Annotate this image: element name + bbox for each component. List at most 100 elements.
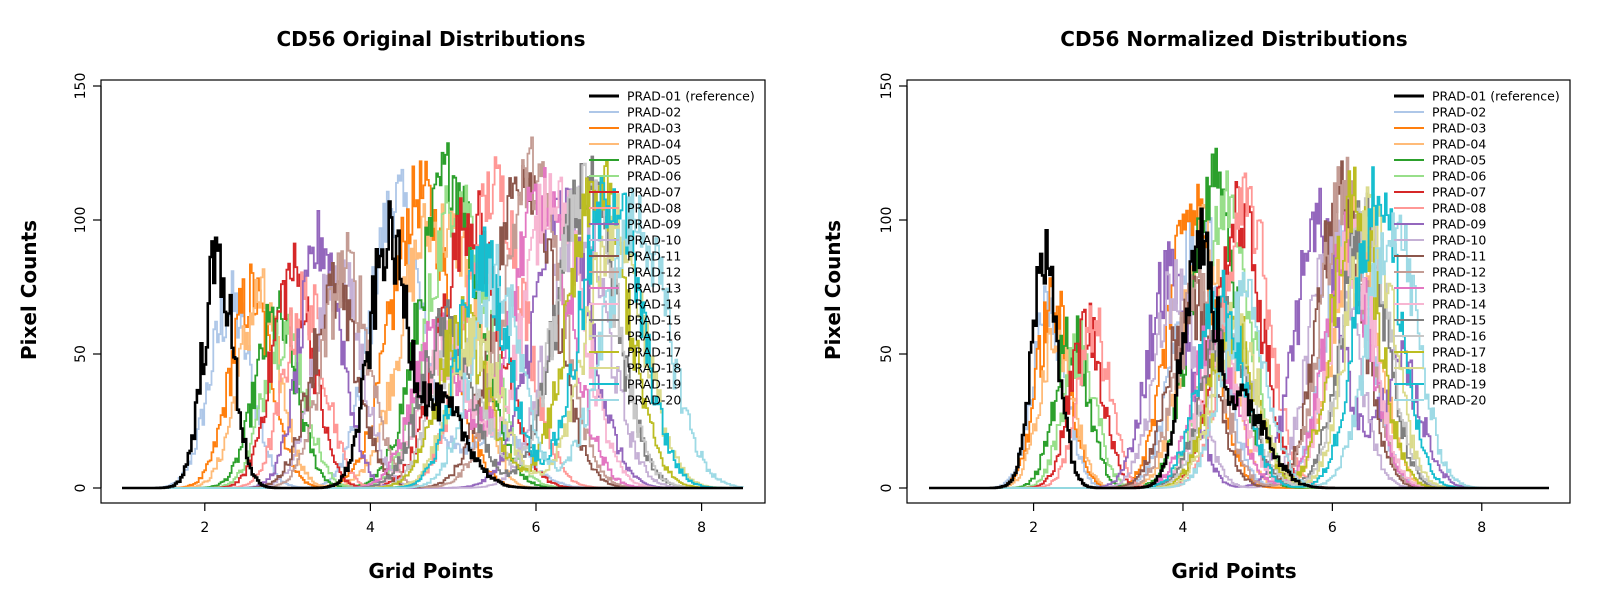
- legend-item-prad-02: PRAD-02: [589, 105, 681, 120]
- x-tick-label: 2: [200, 520, 209, 536]
- legend-label: PRAD-13: [1432, 281, 1486, 296]
- legend-label: PRAD-16: [627, 329, 681, 344]
- legend-label: PRAD-20: [627, 393, 681, 408]
- legend-item-prad-07: PRAD-07: [589, 185, 681, 200]
- x-tick-label: 8: [697, 520, 706, 536]
- x-tick-label: 6: [1328, 520, 1337, 536]
- legend-item-prad-06: PRAD-06: [1394, 169, 1486, 184]
- legend-label: PRAD-08: [627, 201, 681, 216]
- legend-item-prad-05: PRAD-05: [1394, 153, 1486, 168]
- legend-label: PRAD-11: [627, 249, 681, 264]
- legend-label: PRAD-12: [1432, 265, 1486, 280]
- legend-label: PRAD-07: [1432, 185, 1486, 200]
- y-axis-label: Pixel Counts: [17, 220, 41, 360]
- legend-item-prad-16: PRAD-16: [1394, 329, 1486, 344]
- x-axis: 2 4 6 8: [1029, 502, 1486, 536]
- legend-item-prad-10: PRAD-10: [1394, 233, 1486, 248]
- legend-label: PRAD-04: [627, 137, 681, 152]
- legend-label: PRAD-01 (reference): [1432, 89, 1560, 104]
- legend-item-prad-14: PRAD-14: [1394, 297, 1486, 312]
- legend-item-prad-15: PRAD-15: [589, 313, 681, 328]
- legend-label: PRAD-02: [627, 105, 681, 120]
- original-distributions-panel: CD56 Original Distributions Grid Points …: [17, 27, 766, 583]
- legend-label: PRAD-01 (reference): [627, 89, 755, 104]
- x-tick-label: 4: [366, 520, 375, 536]
- legend-label: PRAD-09: [627, 217, 681, 232]
- legend-item-prad-12: PRAD-12: [589, 265, 681, 280]
- legend-label: PRAD-05: [1432, 153, 1486, 168]
- legend-label: PRAD-10: [627, 233, 681, 248]
- legend-label: PRAD-06: [1432, 169, 1486, 184]
- series-lines: [122, 136, 744, 490]
- legend-item-prad-19: PRAD-19: [1394, 377, 1486, 392]
- legend-item-prad-18: PRAD-18: [1394, 361, 1486, 376]
- legend-item-prad-17: PRAD-17: [1394, 345, 1486, 360]
- series-line-prad-01-reference: [122, 200, 743, 490]
- legend-item-prad-06: PRAD-06: [589, 169, 681, 184]
- chart-title: CD56 Normalized Distributions: [1060, 27, 1407, 51]
- legend-label: PRAD-19: [1432, 377, 1486, 392]
- x-tick-label: 6: [532, 520, 541, 536]
- normalized-distributions-panel: CD56 Normalized Distributions Grid Point…: [821, 27, 1571, 583]
- legend-item-prad-10: PRAD-10: [589, 233, 681, 248]
- legend-label: PRAD-19: [627, 377, 681, 392]
- x-tick-label: 8: [1477, 520, 1486, 536]
- legend-item-prad-05: PRAD-05: [589, 153, 681, 168]
- legend-label: PRAD-14: [627, 297, 681, 312]
- legend-item-prad-09: PRAD-09: [589, 217, 681, 232]
- x-axis-label: Grid Points: [368, 559, 493, 583]
- legend-label: PRAD-17: [627, 345, 681, 360]
- legend-label: PRAD-17: [1432, 345, 1486, 360]
- legend-label: PRAD-03: [1432, 121, 1486, 136]
- legend-label: PRAD-06: [627, 169, 681, 184]
- y-tick-label: 50: [73, 345, 89, 363]
- legend-label: PRAD-16: [1432, 329, 1486, 344]
- chart-title: CD56 Original Distributions: [276, 27, 585, 51]
- x-tick-label: 4: [1179, 520, 1188, 536]
- y-tick-label: 50: [879, 345, 895, 363]
- legend-item-prad-11: PRAD-11: [589, 249, 681, 264]
- legend-label: PRAD-07: [627, 185, 681, 200]
- legend-item-prad-20: PRAD-20: [1394, 393, 1486, 408]
- y-tick-label: 0: [73, 484, 89, 493]
- legend-item-prad-12: PRAD-12: [1394, 265, 1486, 280]
- legend-label: PRAD-15: [627, 313, 681, 328]
- legend-label: PRAD-14: [1432, 297, 1486, 312]
- legend-label: PRAD-10: [1432, 233, 1486, 248]
- legend-label: PRAD-12: [627, 265, 681, 280]
- legend-item-prad-01-reference: PRAD-01 (reference): [1394, 89, 1560, 104]
- legend-label: PRAD-08: [1432, 201, 1486, 216]
- y-tick-label: 150: [879, 73, 895, 100]
- legend-item-prad-02: PRAD-02: [1394, 105, 1486, 120]
- y-tick-label: 100: [879, 207, 895, 234]
- legend: PRAD-01 (reference)PRAD-02PRAD-03PRAD-04…: [1394, 89, 1560, 408]
- legend-item-prad-04: PRAD-04: [1394, 137, 1486, 152]
- legend-item-prad-13: PRAD-13: [1394, 281, 1486, 296]
- legend-item-prad-18: PRAD-18: [589, 361, 681, 376]
- y-axis: 0 50 100 150: [73, 73, 102, 493]
- y-axis-label: Pixel Counts: [821, 220, 845, 360]
- legend-item-prad-17: PRAD-17: [589, 345, 681, 360]
- legend-label: PRAD-15: [1432, 313, 1486, 328]
- y-tick-label: 0: [879, 484, 895, 493]
- legend-item-prad-13: PRAD-13: [589, 281, 681, 296]
- legend-label: PRAD-11: [1432, 249, 1486, 264]
- legend-label: PRAD-09: [1432, 217, 1486, 232]
- legend-item-prad-08: PRAD-08: [589, 201, 681, 216]
- series-line-prad-01-reference: [929, 207, 1549, 490]
- legend-item-prad-11: PRAD-11: [1394, 249, 1486, 264]
- legend-label: PRAD-04: [1432, 137, 1486, 152]
- y-tick-label: 150: [73, 73, 89, 100]
- legend-item-prad-19: PRAD-19: [589, 377, 681, 392]
- legend-label: PRAD-20: [1432, 393, 1486, 408]
- x-tick-label: 2: [1029, 520, 1038, 536]
- legend-item-prad-16: PRAD-16: [589, 329, 681, 344]
- legend-item-prad-20: PRAD-20: [589, 393, 681, 408]
- x-axis-label: Grid Points: [1171, 559, 1296, 583]
- legend-label: PRAD-18: [1432, 361, 1486, 376]
- legend-label: PRAD-18: [627, 361, 681, 376]
- legend-item-prad-03: PRAD-03: [1394, 121, 1486, 136]
- legend-item-prad-09: PRAD-09: [1394, 217, 1486, 232]
